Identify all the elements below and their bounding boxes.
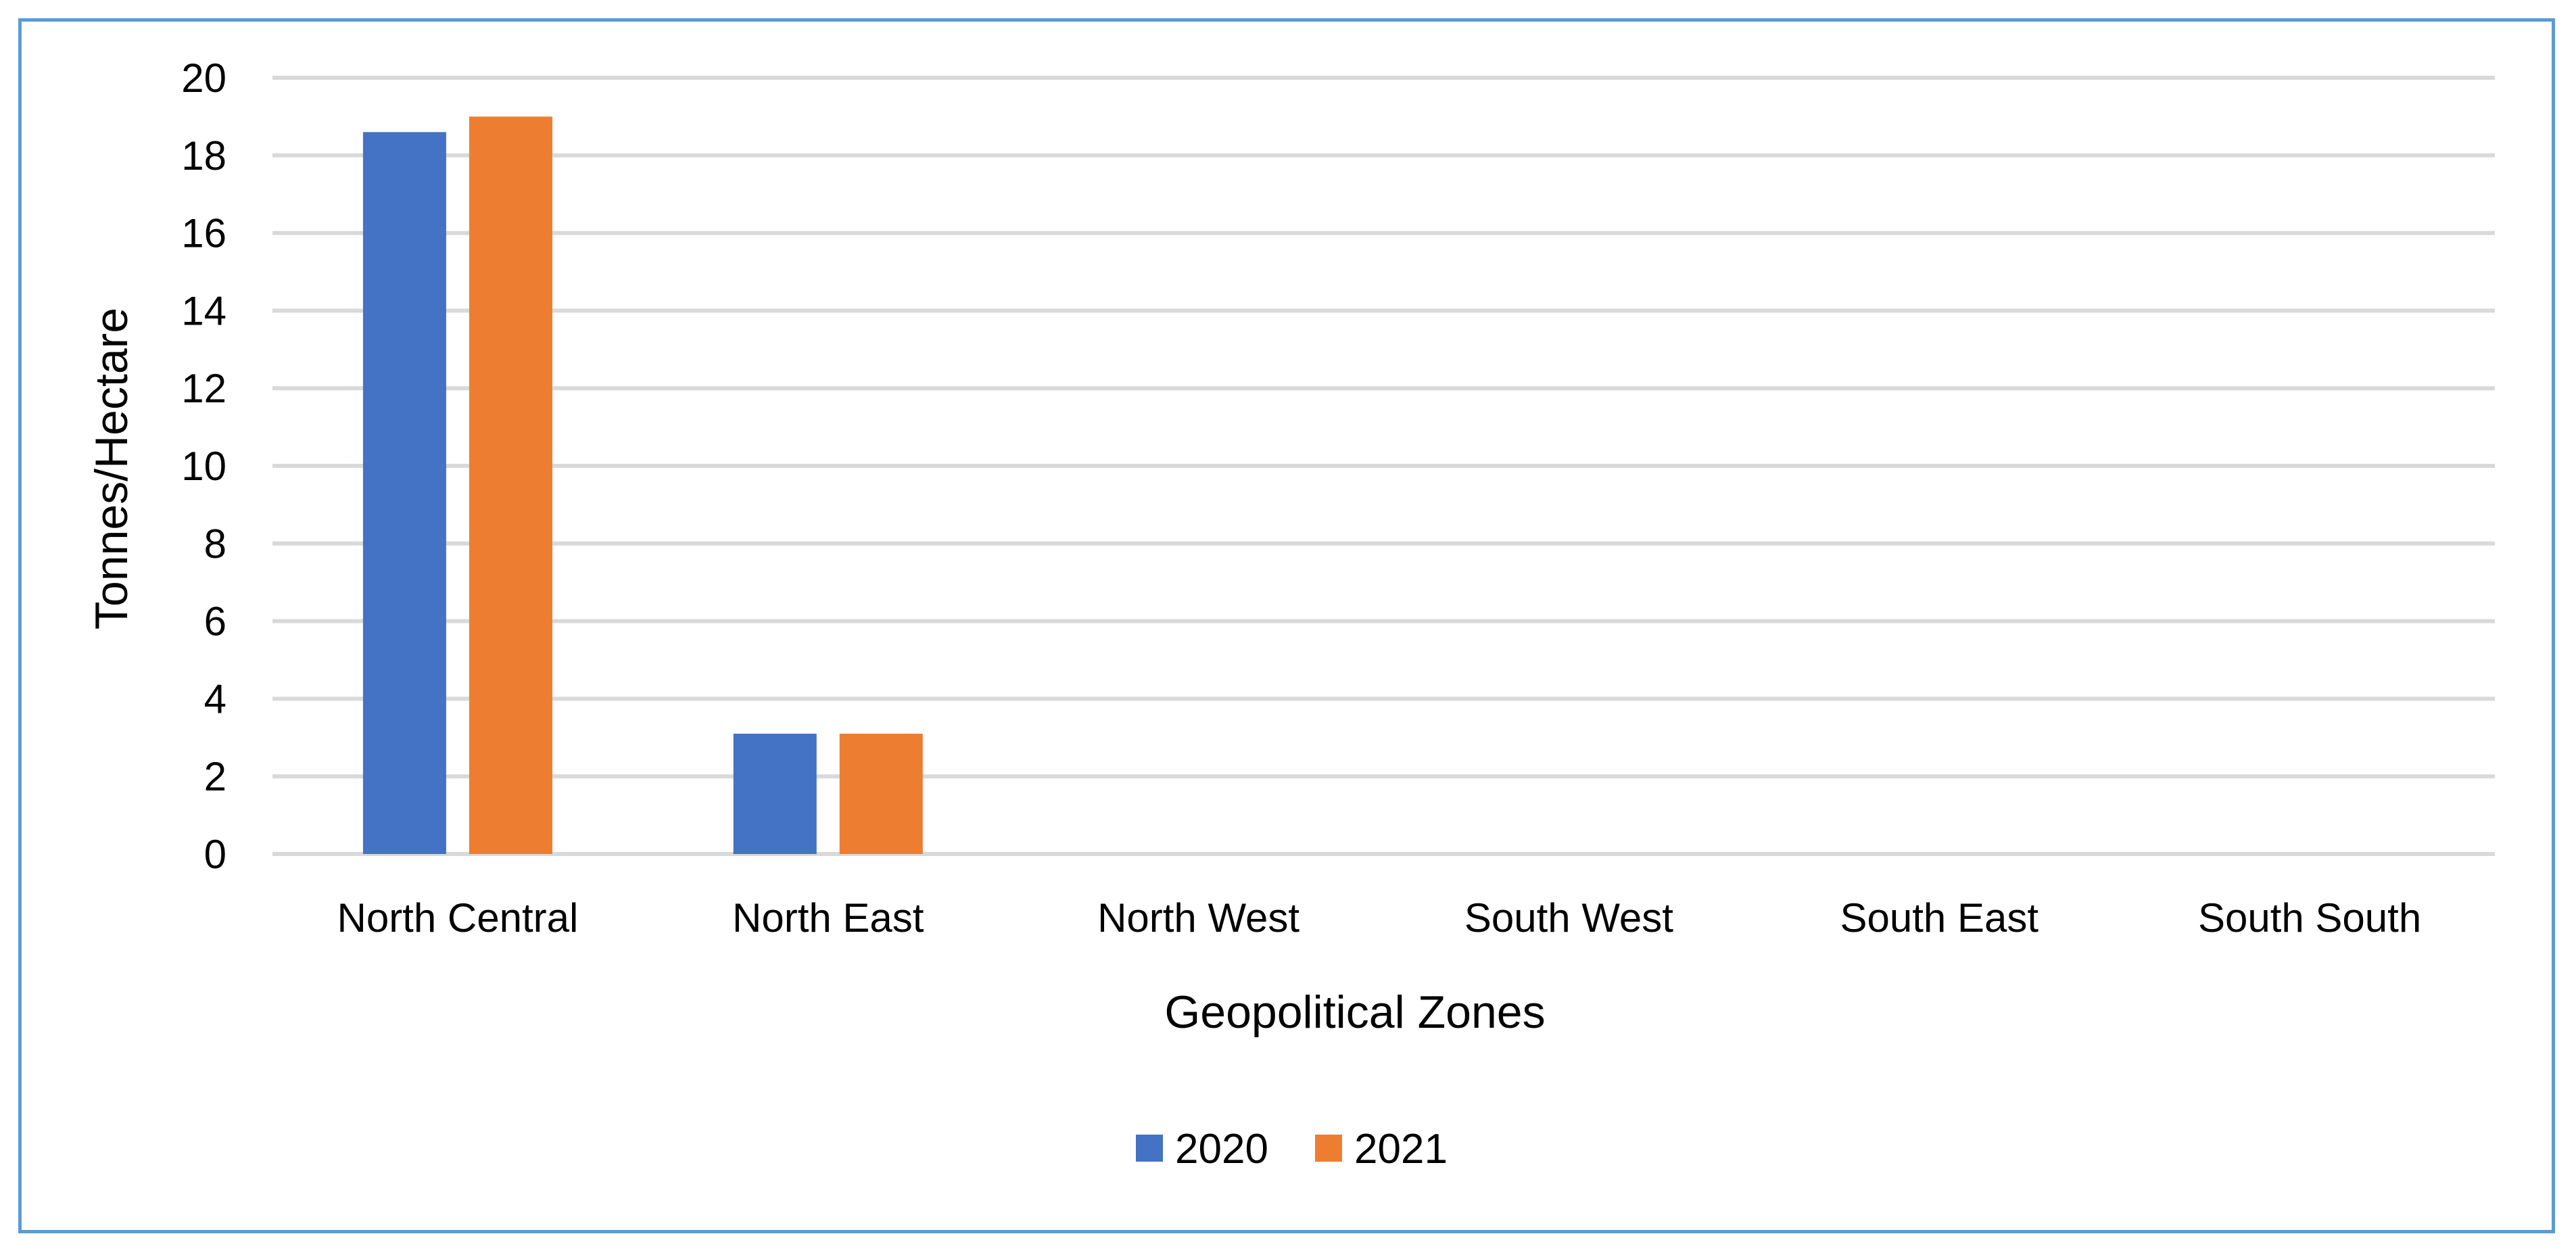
x-tick-label: North East bbox=[732, 895, 924, 941]
bar-2020-north-east bbox=[733, 734, 817, 854]
y-tick-label: 12 bbox=[181, 366, 226, 411]
legend: 2020 2021 bbox=[1136, 1126, 1448, 1172]
x-axis-title: Geopolitical Zones bbox=[1164, 987, 1545, 1038]
y-tick-label: 14 bbox=[181, 288, 226, 333]
x-tick-label: South West bbox=[1464, 895, 1673, 941]
y-tick-label: 8 bbox=[204, 521, 226, 567]
bar-2021-north-east bbox=[839, 734, 923, 854]
chart-frame bbox=[18, 18, 2555, 1233]
y-axis-ticks: 0 2 4 6 8 10 12 14 16 18 20 bbox=[181, 55, 226, 877]
legend-label-2020: 2020 bbox=[1175, 1126, 1268, 1172]
gridlines bbox=[272, 76, 2495, 856]
x-tick-label: South South bbox=[2198, 895, 2421, 941]
bar-2021-north-central bbox=[469, 116, 552, 854]
bars bbox=[362, 116, 923, 855]
y-tick-label: 6 bbox=[204, 599, 226, 644]
y-tick-label: 0 bbox=[204, 832, 226, 877]
x-axis-ticks: North Central North East North West South W… bbox=[337, 895, 2422, 941]
y-tick-label: 2 bbox=[204, 754, 226, 799]
y-axis-title: Tonnes/Hectare bbox=[86, 308, 137, 630]
y-tick-label: 4 bbox=[204, 676, 226, 721]
y-tick-label: 16 bbox=[181, 211, 226, 256]
bar-2020-north-central bbox=[362, 132, 446, 855]
x-tick-label: North West bbox=[1097, 895, 1299, 941]
legend-swatch-2021 bbox=[1315, 1135, 1342, 1162]
legend-swatch-2020 bbox=[1136, 1135, 1163, 1162]
y-tick-label: 20 bbox=[181, 55, 226, 101]
y-tick-label: 18 bbox=[181, 133, 226, 179]
y-tick-label: 10 bbox=[181, 444, 226, 489]
x-tick-label: North Central bbox=[337, 895, 579, 941]
x-tick-label: South East bbox=[1840, 895, 2038, 941]
legend-label-2021: 2021 bbox=[1354, 1126, 1448, 1172]
